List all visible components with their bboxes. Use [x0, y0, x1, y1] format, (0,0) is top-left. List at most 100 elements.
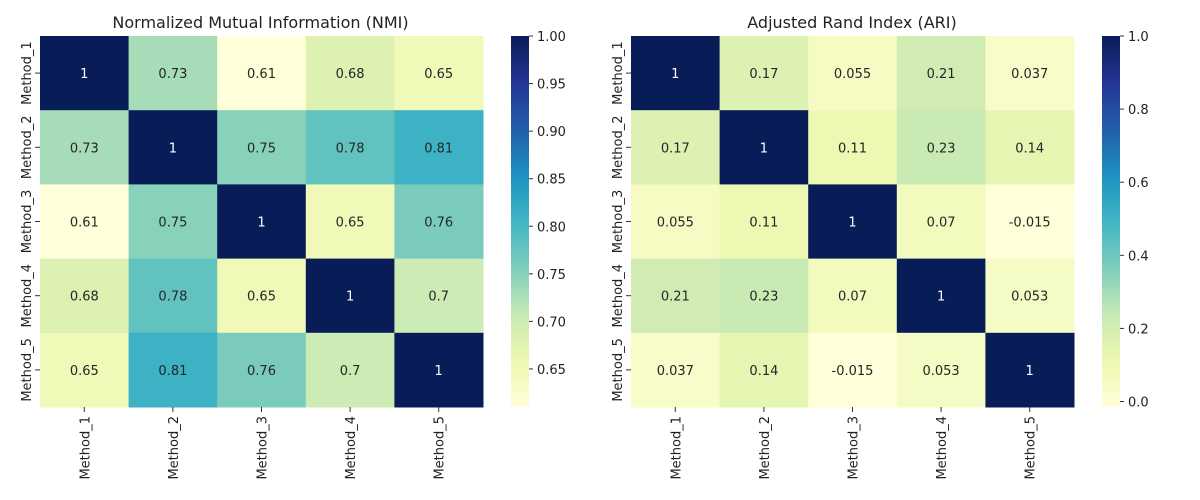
nmi-cell-value-label: 0.65	[336, 216, 365, 231]
ari-cell	[808, 332, 898, 408]
ari-cell-value-label: 0.11	[838, 141, 867, 156]
ari-cell	[985, 184, 1075, 260]
nmi-cell-value-label: 0.75	[158, 216, 187, 231]
nmi-cell	[217, 332, 307, 408]
nmi-x-tick-label: Method_3	[256, 416, 271, 480]
nmi-cell	[305, 332, 395, 408]
nmi-cell	[217, 110, 307, 185]
ari-cell	[631, 110, 721, 185]
ari-cell	[896, 258, 986, 334]
ari-cell-value-label: 1	[848, 216, 856, 231]
nmi-x-tick-labels: Method_1 Method_2 Method_3 Method_4 Method_5	[78, 407, 448, 480]
ari-colorbar-gradient	[1102, 36, 1120, 407]
ari-cell	[896, 36, 986, 111]
ari-cell	[896, 110, 986, 185]
ari-cell-value-label: 0.055	[834, 67, 871, 82]
nmi-cell	[128, 36, 218, 111]
ari-cell	[896, 332, 986, 408]
nmi-cell-value-label: 0.75	[247, 141, 276, 156]
ari-cell	[719, 332, 809, 408]
nmi-colorbar-tick-label: 0.80	[537, 220, 566, 235]
ari-cell-value-label: 1	[937, 290, 945, 305]
nmi-cell-value-label: 1	[80, 67, 88, 82]
ari-cell-value-label: 0.07	[927, 216, 956, 231]
ari-cell-value-label: -0.015	[1009, 216, 1051, 231]
ari-cell	[985, 36, 1075, 111]
nmi-cell-value-label: 0.76	[424, 216, 453, 231]
nmi-cell-value-label: 0.81	[424, 141, 453, 156]
ari-x-tick-label: Method_2	[758, 416, 773, 480]
nmi-cell	[217, 258, 307, 334]
ari-cell	[896, 184, 986, 260]
nmi-cell	[305, 258, 395, 334]
nmi-cell-value-label: 1	[169, 141, 177, 156]
nmi-cell	[305, 110, 395, 185]
nmi-cell-value-label: 0.65	[247, 290, 276, 305]
ari-cell-value-label: 0.11	[749, 216, 778, 231]
ari-cell-value-label: 0.037	[1011, 67, 1048, 82]
nmi-cell-value-label: 0.76	[247, 364, 276, 379]
nmi-cell	[394, 36, 484, 111]
nmi-colorbar-tick-label: 0.85	[537, 173, 566, 188]
nmi-cell	[394, 258, 484, 334]
ari-y-tick-label: Method_2	[611, 116, 626, 180]
nmi-cell	[128, 110, 218, 185]
nmi-cell	[40, 184, 130, 260]
nmi-cell-value-label: 0.7	[428, 290, 449, 305]
ari-cell-value-label: 0.21	[661, 290, 690, 305]
ari-cell	[719, 110, 809, 185]
nmi-cell	[305, 184, 395, 260]
nmi-cell	[217, 36, 307, 111]
ari-cell-value-label: 0.055	[657, 216, 694, 231]
ari-y-tick-label: Method_5	[611, 338, 626, 402]
ari-colorbar-tick-label: 0.0	[1128, 396, 1149, 411]
nmi-cell	[394, 332, 484, 408]
nmi-cell	[217, 184, 307, 260]
nmi-cell	[128, 184, 218, 260]
nmi-cell	[128, 258, 218, 334]
ari-y-tick-label: Method_3	[611, 190, 626, 254]
nmi-cell-value-label: 1	[346, 290, 354, 305]
nmi-cell-value-label: 0.61	[247, 67, 276, 82]
nmi-x-tick-label: Method_5	[433, 416, 448, 480]
ari-cell-value-label: 0.23	[927, 141, 956, 156]
ari-x-tick-label: Method_1	[669, 416, 684, 480]
nmi-x-tick-label: Method_1	[78, 416, 93, 480]
ari-cell-value-label: 1	[1026, 364, 1034, 379]
ari-cell-value-label: 0.037	[657, 364, 694, 379]
nmi-y-tick-label: Method_3	[20, 190, 35, 254]
nmi-cell-value-label: 0.73	[70, 141, 99, 156]
nmi-cell-value-label: 0.68	[70, 290, 99, 305]
ari-cell	[631, 332, 721, 408]
ari-cell	[719, 184, 809, 260]
ari-cell-value-label: 0.07	[838, 290, 867, 305]
nmi-cell-value-label: 0.7	[340, 364, 361, 379]
nmi-cell	[40, 258, 130, 334]
nmi-colorbar-tick-label: 0.75	[537, 268, 566, 283]
ari-colorbar-tick-label: 0.4	[1128, 249, 1149, 264]
ari-cell-value-label: 1	[671, 67, 679, 82]
ari-colorbar-tick-label: 1.0	[1128, 30, 1149, 45]
nmi-cell-value-label: 0.68	[336, 67, 365, 82]
nmi-colorbar: 0.65 0.70 0.75 0.80 0.85 0.90 0.95 1.00	[511, 30, 566, 407]
ari-cell-value-label: 0.14	[749, 364, 778, 379]
nmi-y-tick-labels: Method_1 Method_2 Method_3 Method_4 Method_5	[20, 41, 40, 402]
nmi-cell-value-label: 0.65	[424, 67, 453, 82]
nmi-cell-value-label: 0.78	[158, 290, 187, 305]
nmi-colorbar-tick-label: 0.65	[537, 363, 566, 378]
ari-cell-value-label: 0.053	[1011, 290, 1048, 305]
ari-cell	[985, 110, 1075, 185]
ari-cell	[631, 258, 721, 334]
nmi-cell-value-label: 1	[435, 364, 443, 379]
ari-cell	[808, 258, 898, 334]
ari-cell	[808, 36, 898, 111]
ari-cell	[719, 36, 809, 111]
nmi-colorbar-gradient	[511, 36, 529, 407]
ari-heatmap-cells: 1 0.17 0.055 0.21 0.037 0.17 1 0.11 0.23 0.14 0.05…	[631, 36, 1075, 408]
ari-colorbar: 0.0 0.2 0.4 0.6 0.8 1.0	[1102, 30, 1149, 411]
ari-cell	[719, 258, 809, 334]
ari-cell	[808, 184, 898, 260]
nmi-cell	[394, 110, 484, 185]
ari-colorbar-tick-label: 0.8	[1128, 103, 1149, 118]
